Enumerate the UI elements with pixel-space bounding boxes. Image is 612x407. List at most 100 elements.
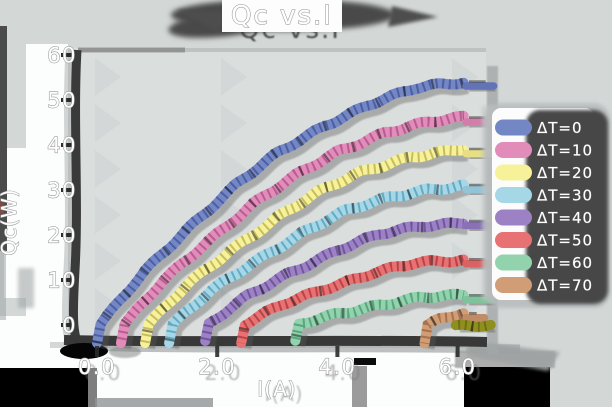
left-edge-ink <box>0 26 7 251</box>
legend-item-label: ΔT=70 <box>537 277 593 295</box>
legend-swatch <box>495 187 532 203</box>
series-ΔT=20 <box>139 144 498 350</box>
x-tick-label: 4.0 <box>318 355 356 379</box>
x-tick-mark <box>215 346 220 357</box>
x-tick-mark <box>95 346 99 357</box>
legend-item-30: ΔT=30 <box>495 186 593 205</box>
y-tick-label: 40 <box>47 134 77 158</box>
bottom-right-ink-block <box>464 367 550 407</box>
bottom-left-ink-block <box>0 368 90 407</box>
watermark-triangle <box>95 104 121 142</box>
legend-item-0: ΔT=0 <box>495 119 583 137</box>
series-hatch-marks <box>290 288 465 342</box>
series-layer <box>91 77 498 350</box>
legend-swatch <box>495 142 532 158</box>
y-spine <box>68 49 82 347</box>
legend-item-label: ΔT=20 <box>537 164 593 182</box>
y-tick-mark <box>61 323 74 327</box>
x-tick-label: 0.0 <box>78 355 116 379</box>
legend-item-label: ΔT=40 <box>537 209 593 227</box>
title-paper-box <box>222 0 342 32</box>
axis-corner-gray-pool <box>109 346 141 358</box>
legend-item-label: ΔT=0 <box>537 119 583 137</box>
legend-item-label: ΔT=50 <box>537 232 593 250</box>
left-edge-red-mark <box>0 202 4 214</box>
x-tick-label: 6.0 <box>439 355 477 379</box>
title-ink-wedge-left <box>176 10 230 31</box>
y-tick-label: 60 <box>47 44 77 68</box>
series-band <box>200 217 469 346</box>
x-tick-label: 2.0 <box>198 355 236 379</box>
y-tick-label: 10 <box>47 269 77 293</box>
bottom-gray-strip-2 <box>352 366 367 407</box>
series-shadow <box>239 258 470 350</box>
legend-swatch <box>495 164 532 181</box>
watermark-triangle <box>95 242 121 280</box>
x-tick-label-shadow: 4.0 <box>324 361 362 385</box>
legend-item-70: ΔT=70 <box>495 276 593 295</box>
series-hatch-marks <box>140 145 465 345</box>
series-hatch-marks <box>116 110 464 345</box>
x-tick-label-shadow: 2.0 <box>204 361 242 385</box>
y-tick-mark <box>61 188 74 192</box>
series-ink-marks <box>115 110 464 345</box>
bottom-gray-strip-1 <box>88 368 97 407</box>
series-band <box>419 308 469 349</box>
x-tick-mark <box>455 346 460 357</box>
tick-layer: 0 10 20 30 40 50 60 0.00.0 2.02.0 4.04.0 6.06.0 <box>47 43 483 385</box>
legend-item-20: ΔT=20 <box>495 164 593 182</box>
legend: ΔT=0 ΔT=10 ΔT=20 ΔT=30 ΔT=40 ΔT=50 ΔT=60 ΔT=70 <box>482 103 610 308</box>
tick-4-ink-mark <box>354 358 376 365</box>
watermark-triangle <box>221 104 247 142</box>
legend-swatch <box>495 232 532 248</box>
legend-ink-blob <box>526 110 608 304</box>
x-axis-label-shadow: I(A) <box>264 382 303 406</box>
legend-item-label: ΔT=30 <box>537 187 593 205</box>
legend-item-50: ΔT=50 <box>495 231 593 250</box>
bottom-paper-strip <box>48 348 466 407</box>
x-tick-label-shadow: 0.0 <box>84 361 122 385</box>
title-group: Qc vs.I Qc vs.I <box>168 0 438 45</box>
page-title: Qc vs.I <box>231 1 333 31</box>
legend-item-label: ΔT=10 <box>537 142 593 160</box>
x-tick-label-shadow: 6.0 <box>445 361 483 385</box>
y-axis-label: Qc(W) <box>0 188 21 255</box>
corner-paper-strip <box>0 316 50 368</box>
series-band <box>92 77 469 349</box>
series-shadow <box>95 82 470 350</box>
series-unlabeled <box>450 319 497 338</box>
y-tick-label: 20 <box>47 224 77 248</box>
legend-swatch <box>495 277 532 293</box>
y-tick-mark <box>61 98 74 102</box>
y-tick-mark <box>61 233 74 237</box>
legend-item-10: ΔT=10 <box>495 141 593 160</box>
watermark-triangle <box>221 150 247 188</box>
x-tick-mark <box>335 346 340 357</box>
watermark-triangle <box>95 58 121 96</box>
legend-swatch <box>495 209 532 226</box>
y-tick-mark <box>61 278 74 282</box>
y-tick-mark <box>61 53 74 57</box>
x-axis-label: I(A) <box>257 377 296 401</box>
series-cap-shadow <box>468 86 496 95</box>
ylabel-shadow-tail <box>18 268 34 308</box>
series-band <box>236 254 469 349</box>
series-ink-marks <box>455 319 492 333</box>
y-tick-label: 30 <box>47 179 77 203</box>
watermark-triangle <box>95 196 121 234</box>
y-tick-label: 50 <box>47 89 77 113</box>
legend-rows: ΔT=0 ΔT=10 ΔT=20 ΔT=30 ΔT=40 ΔT=50 ΔT=60 ΔT=70 <box>495 119 593 295</box>
legend-swatch <box>495 119 532 136</box>
series-shadow <box>119 114 468 350</box>
y-tick-mark <box>61 143 74 147</box>
series-hatch-marks <box>164 179 465 345</box>
series-ΔT=0 <box>91 77 498 350</box>
legend-swatch <box>495 254 532 271</box>
legend-item-40: ΔT=40 <box>495 209 593 227</box>
axis-labels: I(A) I(A) Qc(W) <box>0 188 303 406</box>
y-tick-label: 0 <box>62 314 77 338</box>
legend-item-label: ΔT=60 <box>537 254 593 272</box>
